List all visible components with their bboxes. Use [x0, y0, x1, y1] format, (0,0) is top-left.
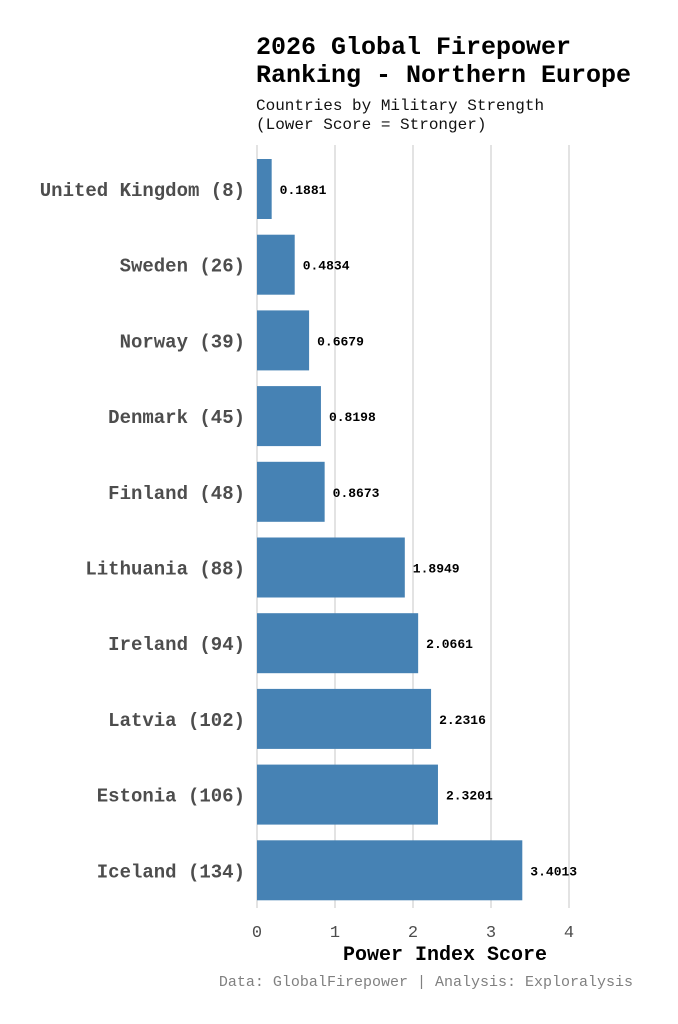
bar — [257, 461, 325, 522]
bar-value-label: 0.8673 — [333, 486, 380, 501]
y-category-label: Lithuania (88) — [85, 559, 245, 581]
bar — [257, 537, 405, 598]
x-tick-label: 2 — [408, 924, 418, 943]
bar-value-label: 0.8198 — [329, 410, 376, 425]
chart-title-line-1: 2026 Global Firepower — [256, 33, 571, 62]
x-tick-label: 1 — [330, 924, 340, 943]
y-category-label: Ireland (94) — [108, 634, 245, 656]
bar-value-label: 2.2316 — [439, 713, 486, 728]
bar-value-label: 3.4013 — [530, 864, 577, 879]
bar-value-label: 2.3201 — [446, 789, 493, 804]
x-axis-label: Power Index Score — [343, 944, 547, 967]
y-category-label: Estonia (106) — [97, 786, 245, 808]
bar-value-label: 0.4834 — [303, 259, 350, 274]
bar — [257, 613, 419, 674]
bar — [257, 764, 438, 825]
y-category-label: Iceland (134) — [97, 861, 245, 883]
bar — [257, 688, 432, 749]
bar-value-label: 0.6679 — [317, 334, 364, 349]
bar — [257, 234, 295, 295]
x-tick-label: 0 — [252, 924, 262, 943]
x-tick-label: 4 — [564, 924, 574, 943]
bar-value-label: 0.1881 — [280, 183, 327, 198]
y-category-label: Norway (39) — [120, 331, 245, 353]
bar-value-label: 1.8949 — [413, 562, 460, 577]
bar — [257, 840, 523, 901]
y-category-label: Latvia (102) — [108, 710, 245, 732]
chart-title-line-2: Ranking - Northern Europe — [256, 61, 631, 90]
bar — [257, 310, 310, 371]
chart-subtitle-line-2: (Lower Score = Stronger) — [256, 116, 486, 134]
y-category-label: Finland (48) — [108, 483, 245, 505]
x-tick-label: 3 — [486, 924, 496, 943]
y-category-label: Denmark (45) — [108, 407, 245, 429]
chart-subtitle-line-1: Countries by Military Strength — [256, 97, 544, 115]
bar — [257, 159, 272, 219]
bar — [257, 386, 321, 447]
bars: United Kingdom (8) 0.1881 Sweden (26) 0.483… — [40, 159, 577, 901]
y-category-label: Sweden (26) — [120, 256, 245, 278]
x-axis-ticks: 0 1 2 3 4 — [252, 924, 574, 943]
y-category-label: United Kingdom (8) — [40, 180, 245, 202]
bar-value-label: 2.0661 — [426, 637, 473, 652]
caption: Data: GlobalFirepower | Analysis: Explor… — [219, 974, 633, 991]
